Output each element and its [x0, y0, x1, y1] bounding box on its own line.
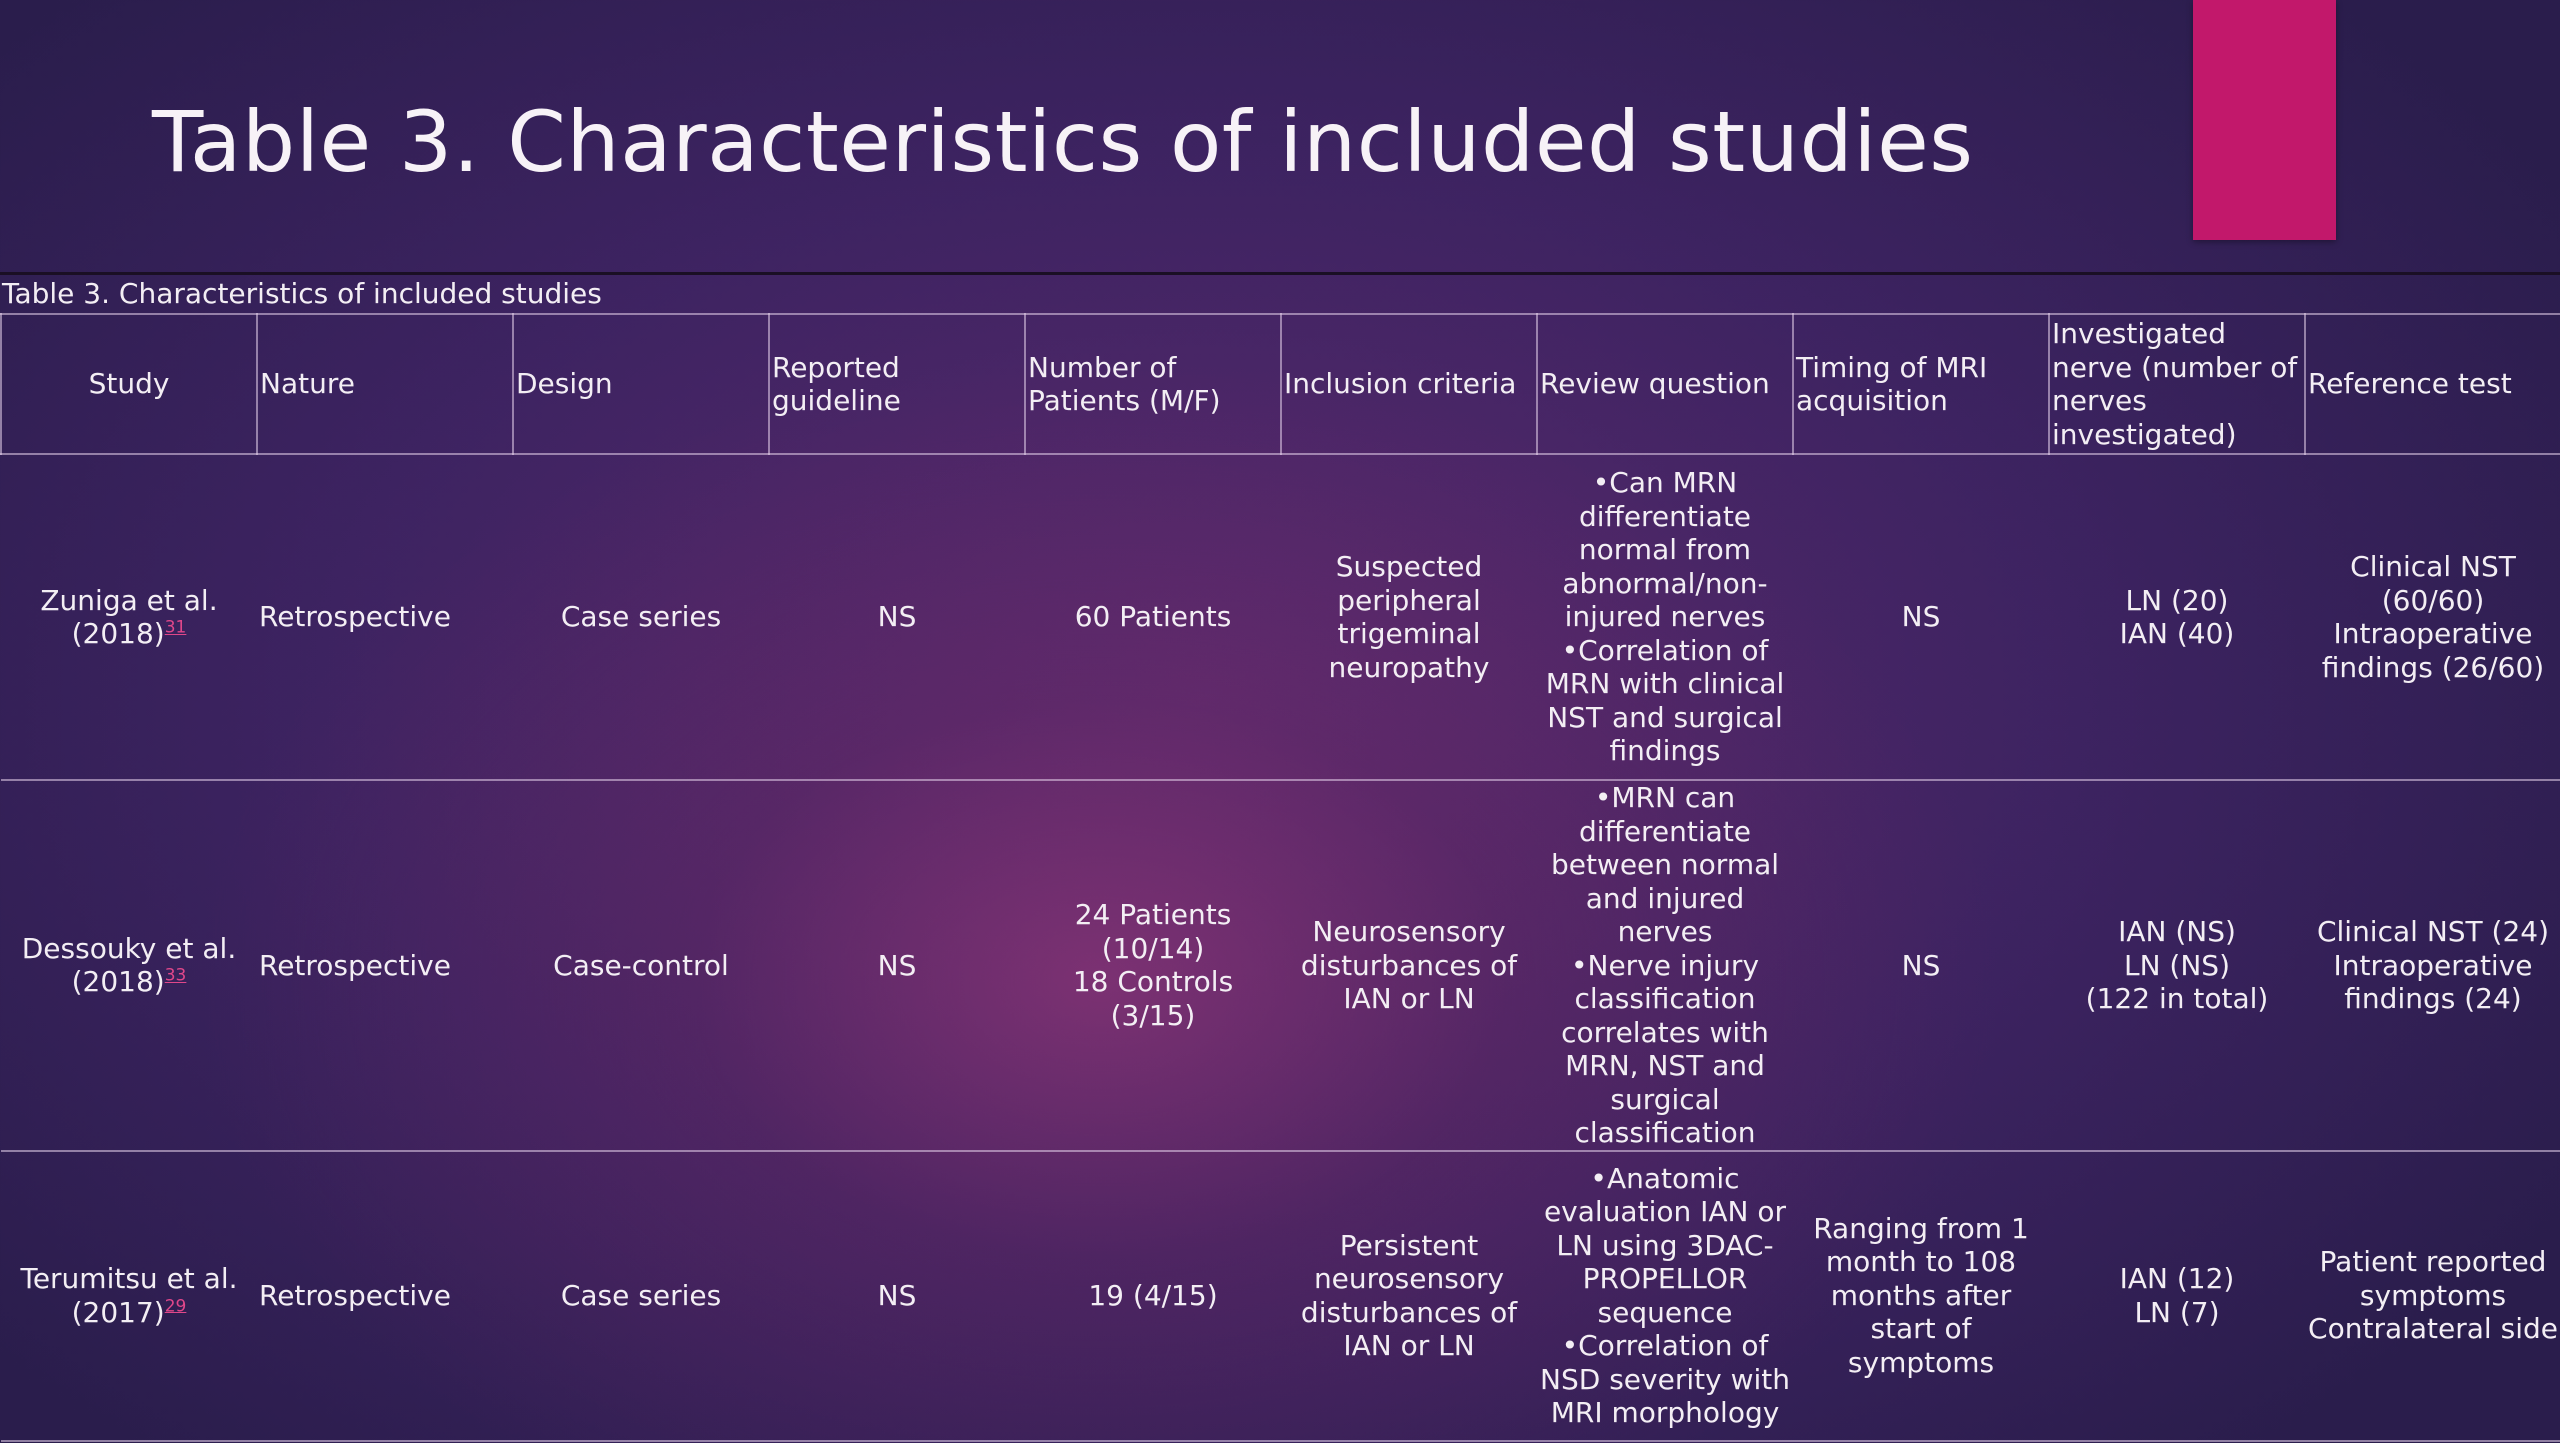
cell-timing: Ranging from 1 month to 108 months after…	[1793, 1150, 2049, 1442]
reference-test-item: Intraoperative findings (26/60)	[2321, 617, 2545, 684]
reference-test-item: Contralateral side	[2308, 1312, 2558, 1346]
column-header-number-of-patients: Number of Patients (M/F)	[1024, 313, 1282, 455]
cell-timing: NS	[1793, 780, 2049, 1152]
table-caption: Table 3. Characteristics of included stu…	[2, 277, 602, 310]
column-header-reported-guideline: Reported guideline	[768, 313, 1026, 455]
cell-timing: NS	[1793, 454, 2049, 781]
review-question-item: •Correlation of NSD severity with MRI mo…	[1540, 1329, 1790, 1429]
reference-test-item: Patient reported symptoms	[2319, 1245, 2547, 1312]
nerve-item: LN (20)	[2125, 583, 2229, 617]
patients-item: 18 Controls (3/15)	[1072, 965, 1234, 1032]
column-header-investigated-nerve: Investigated nerve (number of nerves inv…	[2048, 313, 2306, 455]
nerve-item: LN (7)	[2134, 1295, 2220, 1329]
column-header-study: Study	[0, 313, 258, 455]
cell-guideline: NS	[769, 1150, 1025, 1442]
patients-item: 24 Patients (10/14)	[1074, 898, 1232, 965]
reference-link[interactable]: 33	[164, 965, 187, 986]
cell-study: Dessouky et al. (2018)33	[1, 780, 257, 1152]
table-header-row: Study Nature Design Reported guideline N…	[0, 313, 2560, 455]
nerve-item: IAN (40)	[2119, 617, 2235, 650]
nerve-item: IAN (12)	[2119, 1262, 2235, 1295]
cell-investigated-nerve: IAN (12) LN (7)	[2049, 1150, 2305, 1442]
cell-study: Zuniga et al. (2018)31	[1, 454, 257, 781]
review-question-item: •Nerve injury classification correlates …	[1561, 948, 1769, 1149]
column-header-review-question: Review question	[1536, 313, 1794, 455]
slide-title: Table 3. Characteristics of included stu…	[152, 93, 1974, 191]
reference-test-item: Clinical NST (24)	[2316, 915, 2550, 948]
column-header-design: Design	[512, 313, 770, 455]
cell-review-question: •Anatomic evaluation IAN or LN using 3DA…	[1537, 1150, 1793, 1442]
column-header-timing-of-mri: Timing of MRI acquisition	[1792, 313, 2050, 455]
reference-test-item: Intraoperative findings (24)	[2333, 948, 2533, 1016]
cell-study: Terumitsu et al. (2017)29	[1, 1150, 257, 1442]
table-row: Dessouky et al. (2018)33 Retrospective C…	[1, 780, 2560, 1152]
cell-design: Case series	[513, 454, 769, 781]
characteristics-table: Study Nature Design Reported guideline N…	[0, 313, 2560, 1442]
review-question-item: •MRN can differentiate between normal an…	[1550, 781, 1780, 948]
cell-nature: Retrospective	[257, 780, 513, 1152]
cell-inclusion: Neurosensory disturbances of IAN or LN	[1281, 780, 1537, 1152]
cell-design: Case series	[513, 1150, 769, 1442]
cell-reference-test: Clinical NST (24) Intraoperative finding…	[2305, 780, 2560, 1152]
table-row: Zuniga et al. (2018)31 Retrospective Cas…	[1, 454, 2560, 781]
cell-design: Case-control	[513, 780, 769, 1152]
nerve-item: (122 in total)	[2085, 982, 2269, 1015]
review-question-item: •Anatomic evaluation IAN or LN using 3DA…	[1543, 1161, 1787, 1329]
cell-inclusion: Persistent neurosensory disturbances of …	[1281, 1150, 1537, 1442]
accent-block	[2193, 0, 2336, 240]
cell-patients: 19 (4/15)	[1025, 1150, 1281, 1442]
cell-investigated-nerve: IAN (NS) LN (NS) (122 in total)	[2049, 780, 2305, 1152]
reference-link[interactable]: 31	[164, 617, 187, 638]
table-row: Terumitsu et al. (2017)29 Retrospective …	[1, 1150, 2560, 1442]
nerve-item: LN (NS)	[2123, 948, 2230, 982]
cell-guideline: NS	[769, 780, 1025, 1152]
cell-patients: 24 Patients (10/14) 18 Controls (3/15)	[1025, 780, 1281, 1152]
cell-reference-test: Patient reported symptoms Contralateral …	[2305, 1150, 2560, 1442]
study-name: Dessouky et al. (2018)	[21, 931, 237, 999]
cell-review-question: •Can MRN differentiate normal from abnor…	[1537, 454, 1793, 781]
column-header-reference-test: Reference test	[2304, 313, 2560, 455]
study-name: Terumitsu et al. (2017)	[20, 1262, 238, 1329]
column-header-nature: Nature	[256, 313, 514, 455]
reference-link[interactable]: 29	[164, 1296, 187, 1317]
reference-test-item: Clinical NST (60/60)	[2350, 550, 2516, 617]
cell-patients: 60 Patients	[1025, 454, 1281, 781]
cell-inclusion: Suspected peripheral trigeminal neuropat…	[1281, 454, 1537, 781]
column-header-inclusion-criteria: Inclusion criteria	[1280, 313, 1538, 455]
characteristics-table-container: Table 3. Characteristics of included stu…	[0, 272, 2560, 1443]
cell-nature: Retrospective	[257, 454, 513, 781]
study-name: Zuniga et al. (2018)	[40, 583, 218, 651]
cell-investigated-nerve: LN (20) IAN (40)	[2049, 454, 2305, 781]
cell-nature: Retrospective	[257, 1150, 513, 1442]
review-question-item: •Correlation of MRN with clinical NST an…	[1545, 633, 1785, 768]
nerve-item: IAN (NS)	[2118, 915, 2236, 948]
cell-guideline: NS	[769, 454, 1025, 781]
cell-review-question: •MRN can differentiate between normal an…	[1537, 780, 1793, 1152]
review-question-item: •Can MRN differentiate normal from abnor…	[1562, 466, 1768, 634]
cell-reference-test: Clinical NST (60/60) Intraoperative find…	[2305, 454, 2560, 781]
